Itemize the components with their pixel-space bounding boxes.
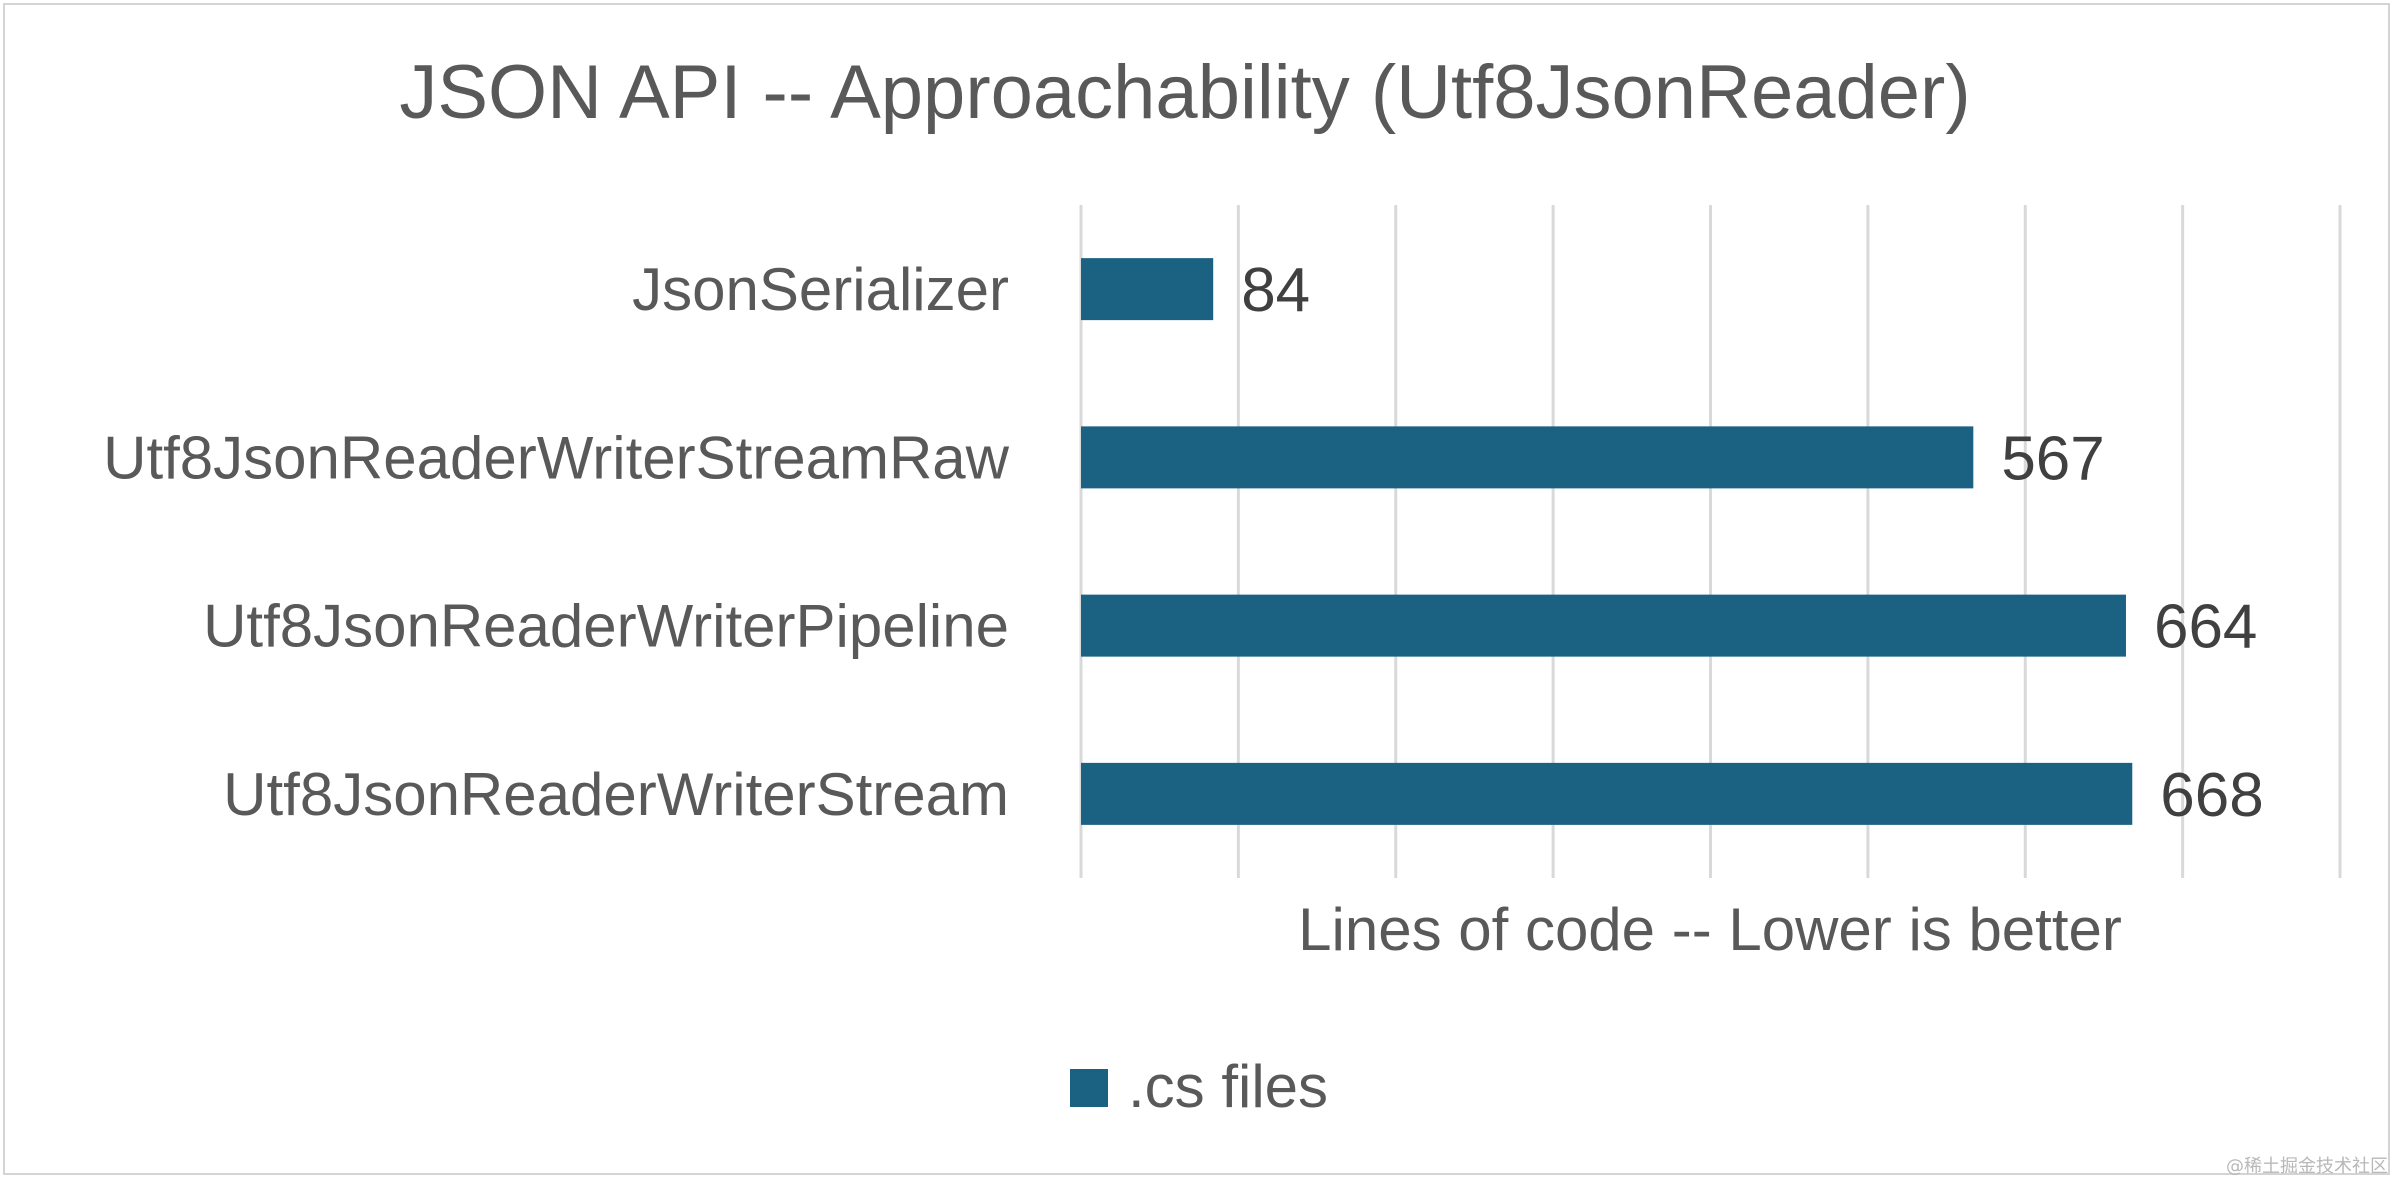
legend-label: .cs files	[1128, 1053, 1328, 1120]
watermark: @稀土掘金技术社区	[2226, 1156, 2388, 1177]
bar	[1081, 594, 2126, 657]
data-label: 668	[2160, 761, 2263, 830]
category-labels: JsonSerializer Utf8JsonReaderWriterStream…	[103, 256, 1010, 828]
category-label: JsonSerializer	[632, 256, 1009, 323]
chart-frame	[3, 3, 2390, 1175]
legend-swatch	[1070, 1069, 1108, 1107]
legend: .cs files	[1070, 1053, 1328, 1120]
bar	[1081, 258, 1214, 321]
chart-title: JSON API -- Approachability (Utf8JsonRea…	[399, 50, 1970, 135]
x-axis-label: Lines of code -- Lower is better	[1298, 896, 2122, 963]
bars	[1081, 258, 2133, 825]
bar	[1081, 426, 1974, 489]
data-label: 84	[1241, 256, 1310, 325]
data-label: 567	[2001, 424, 2104, 493]
category-label: Utf8JsonReaderWriterStreamRaw	[103, 424, 1010, 491]
category-label: Utf8JsonReaderWriterPipeline	[203, 593, 1009, 660]
category-label: Utf8JsonReaderWriterStream	[223, 761, 1009, 828]
bar	[1081, 762, 2133, 825]
value-labels: 84 567 664 668	[1241, 256, 2264, 830]
data-label: 664	[2154, 593, 2257, 662]
